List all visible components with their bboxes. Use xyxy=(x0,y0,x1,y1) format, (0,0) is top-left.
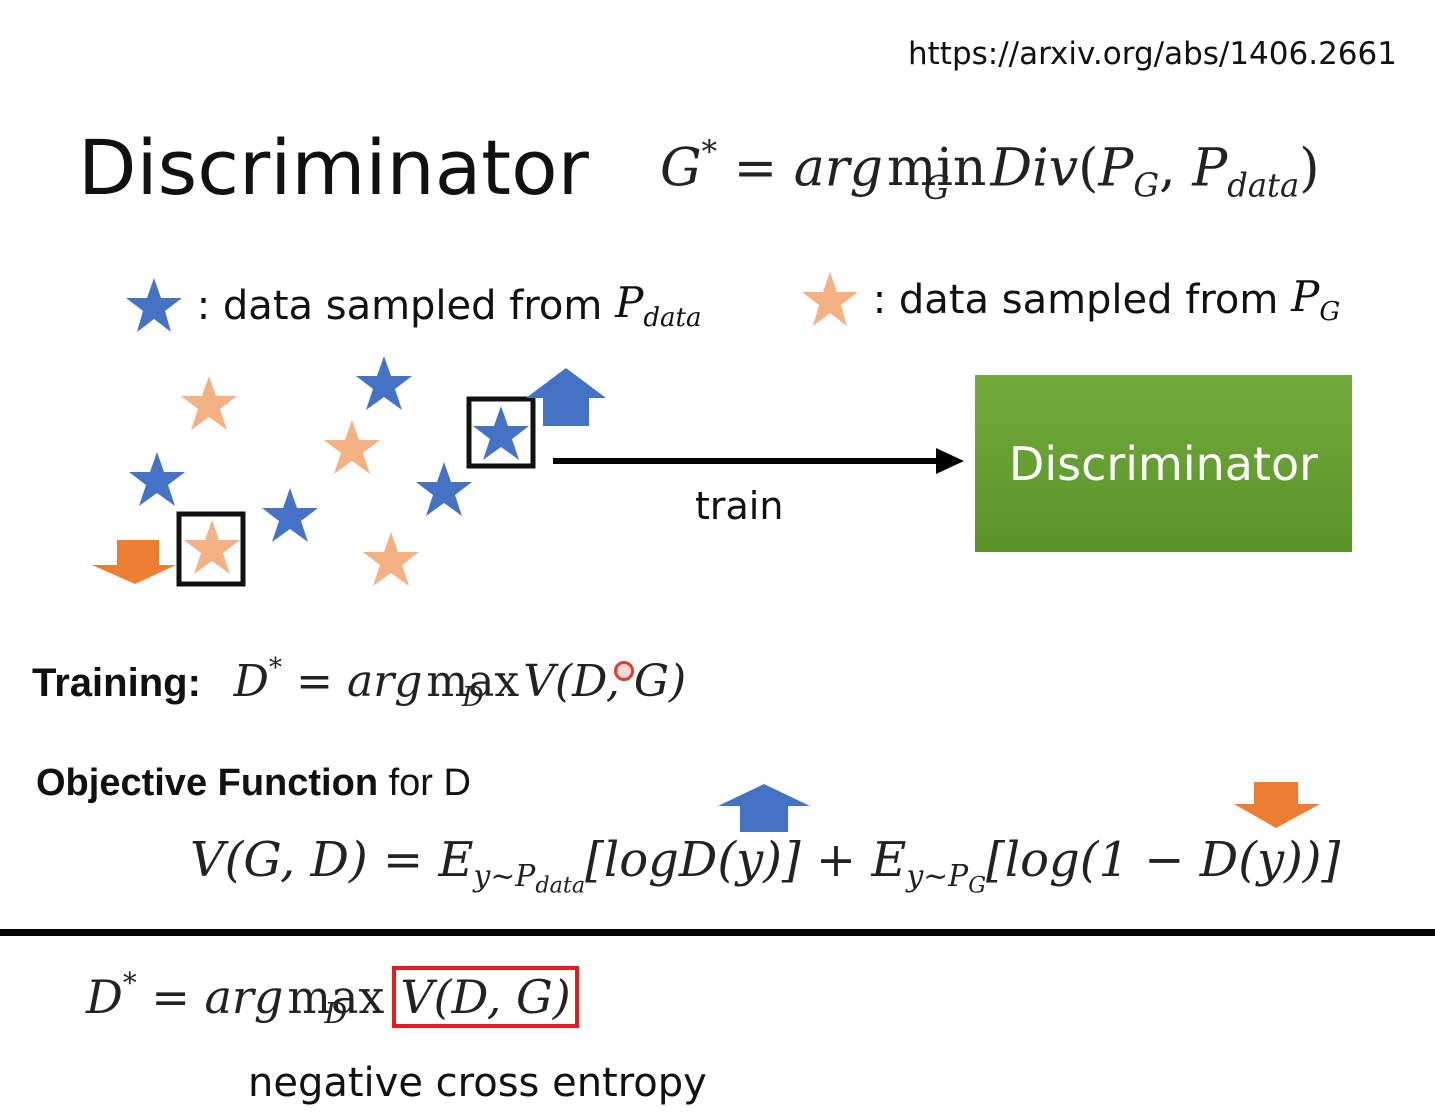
plus-sign: + xyxy=(815,832,857,888)
train-arrow-icon xyxy=(553,448,964,474)
equals-sign: = xyxy=(296,655,333,707)
real-star xyxy=(262,488,318,542)
arg-text: arg xyxy=(793,138,883,199)
training-formula: Training: D* = argmax D V(D, G) xyxy=(32,652,686,713)
source-url[interactable]: https://arxiv.org/abs/1406.2661 xyxy=(908,36,1397,72)
legend-fake-symbol: PG xyxy=(1291,272,1341,328)
log-one-minus-d-term: [log(1 − D(y))] xyxy=(986,832,1341,888)
min-text: min xyxy=(886,138,987,199)
slide-title: Discriminator xyxy=(78,123,589,212)
objective-formula: V(G, D) = Ey~Pdata[logD(y)] + Ey~PG[log(… xyxy=(190,832,1340,899)
pg-subscript: G xyxy=(1133,166,1160,205)
arrow-down-icon xyxy=(92,540,176,584)
legend-generated-data: : data sampled from PG xyxy=(800,270,1340,330)
real-star xyxy=(416,462,472,516)
pg-symbol: P xyxy=(1098,138,1134,199)
g-symbol: G xyxy=(660,138,702,199)
expectation-generated-subscript: y~PG xyxy=(906,859,987,900)
objective-heading-rest: for D xyxy=(388,762,471,804)
equals-sign: = xyxy=(383,832,424,888)
section-divider xyxy=(0,929,1435,936)
d-symbol: D xyxy=(86,970,123,1024)
legend-real-data: : data sampled from Pdata xyxy=(124,276,702,336)
mouse-cursor-indicator xyxy=(614,661,634,681)
generated-star xyxy=(181,376,237,430)
star-superscript: * xyxy=(701,134,718,170)
max-operator: max D xyxy=(287,970,385,1030)
max-text: max xyxy=(426,655,520,707)
blue-star-icon xyxy=(126,278,182,332)
training-label: Training: xyxy=(32,660,201,705)
orange-star-icon xyxy=(802,272,858,326)
expectation-real: E xyxy=(438,832,474,888)
real-star-selected xyxy=(473,406,529,460)
pdata-symbol: P xyxy=(1192,138,1228,199)
comma: , xyxy=(1159,138,1176,199)
boxed-v-term: V(D, G) xyxy=(400,970,571,1024)
expectation-generated: E xyxy=(871,832,907,888)
min-subscript: G xyxy=(923,169,950,208)
close-paren: ) xyxy=(1299,138,1320,199)
max-subscript: D xyxy=(461,681,484,713)
max-subscript: D xyxy=(324,997,348,1031)
legend-fake-text: : data sampled from xyxy=(872,277,1279,323)
max-operator: max D xyxy=(426,655,520,713)
objective-heading-bold: Objective Function xyxy=(36,762,379,804)
generated-star-selected xyxy=(184,520,240,574)
star-superscript: * xyxy=(268,652,283,683)
sample-scatter xyxy=(92,356,606,587)
v-gd-term: V(G, D) xyxy=(190,832,368,888)
arrow-up-icon xyxy=(718,784,810,832)
v-function: V xyxy=(523,655,555,707)
discriminator-box: Discriminator xyxy=(975,375,1352,552)
selected-fake-box xyxy=(176,511,246,587)
legend-real-symbol: Pdata xyxy=(615,278,702,334)
star-superscript: * xyxy=(122,966,137,1000)
div-function: Div xyxy=(990,138,1079,199)
objective-heading: Objective Function for D xyxy=(36,762,471,805)
pdata-subscript: data xyxy=(1227,166,1300,205)
log-d-term: [logD(y)] xyxy=(585,832,801,888)
train-label: train xyxy=(695,484,784,528)
negative-cross-entropy-caption: negative cross entropy xyxy=(248,1060,707,1106)
legend-real-text: : data sampled from xyxy=(196,283,603,329)
selected-real-box xyxy=(466,396,536,469)
arrow-up-icon xyxy=(526,368,606,426)
generator-objective-formula: G* = argmin G Div(PG, Pdata) xyxy=(660,134,1320,207)
generated-star xyxy=(324,420,380,474)
open-paren: ( xyxy=(1078,138,1099,199)
generated-star xyxy=(363,532,419,586)
min-operator: min G xyxy=(886,138,987,207)
highlighted-v-box: V(D, G) xyxy=(392,966,579,1028)
discriminator-box-label: Discriminator xyxy=(1008,436,1319,491)
arg-text: arg xyxy=(346,655,423,707)
arg-text: arg xyxy=(204,970,284,1024)
max-text: max xyxy=(287,970,385,1024)
expectation-real-subscript: y~Pdata xyxy=(473,859,586,900)
optimal-discriminator-formula: D* = argmax D V(D, G) xyxy=(86,966,579,1030)
real-star xyxy=(129,452,185,506)
equals-sign: = xyxy=(733,138,778,199)
real-star xyxy=(356,356,412,410)
d-symbol: D xyxy=(233,655,269,707)
arrow-down-icon xyxy=(1234,782,1320,828)
equals-sign: = xyxy=(151,970,190,1024)
